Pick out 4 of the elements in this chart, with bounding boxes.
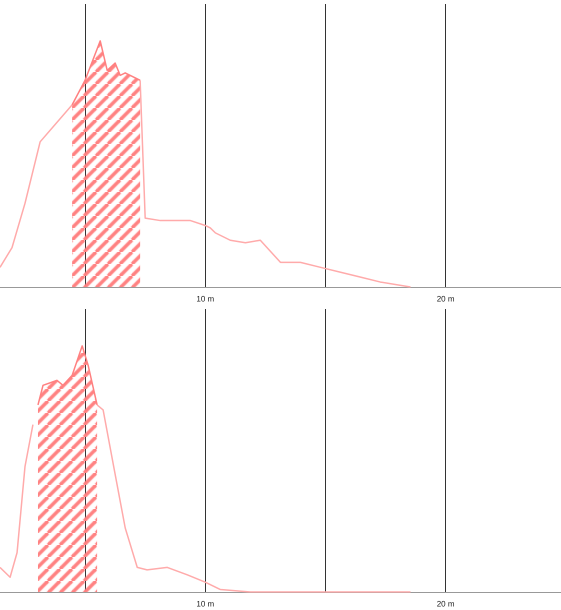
x-tick-label: 20 m: [436, 600, 455, 608]
x-tick-label: 20 m: [436, 294, 455, 304]
x-tick-label: 10 m: [196, 600, 214, 608]
x-tick-label: 10 m: [196, 294, 214, 304]
